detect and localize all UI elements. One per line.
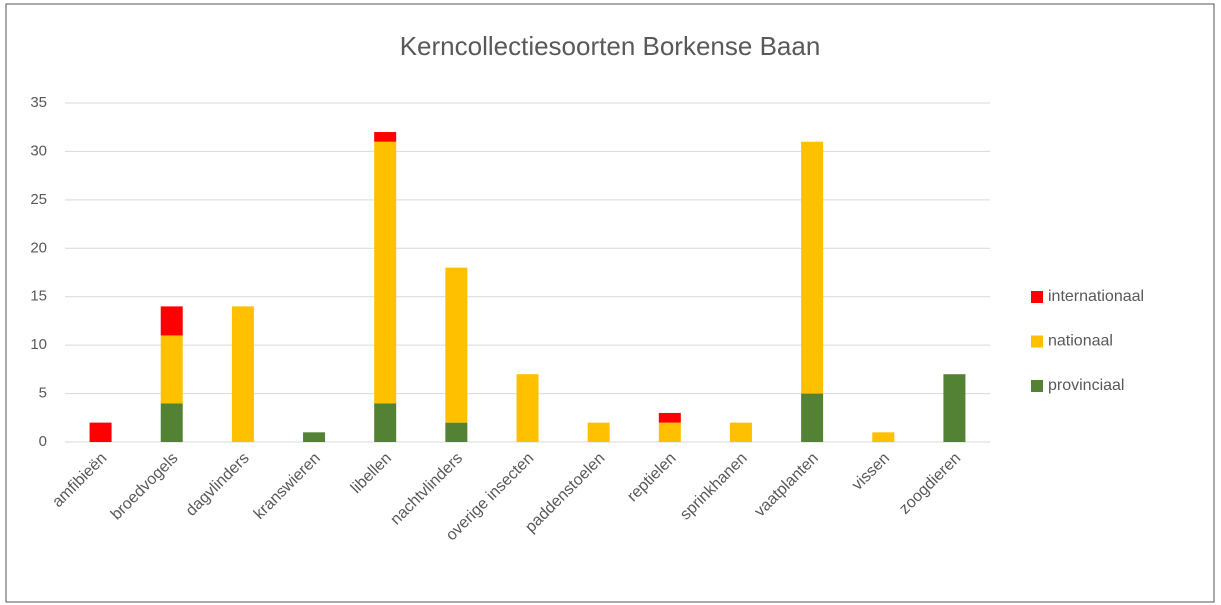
legend-label: internationaal — [1048, 288, 1144, 305]
bar-segment — [658, 422, 681, 442]
y-tick-label: 0 — [39, 433, 47, 450]
bar-segment — [658, 412, 681, 423]
bar-segment — [587, 422, 610, 442]
bar-segment — [801, 393, 824, 442]
bar-segment — [374, 132, 397, 142]
bar-segment — [303, 432, 326, 442]
bar-segment — [801, 141, 824, 394]
bar-segment — [160, 335, 183, 404]
bar-segment — [445, 422, 468, 442]
bar-segment — [445, 267, 468, 423]
y-tick-label: 5 — [39, 385, 47, 402]
y-tick-label: 35 — [30, 94, 47, 111]
chart-title: Kerncollectiesoorten Borkense Baan — [400, 31, 821, 61]
legend-swatch — [1031, 291, 1043, 303]
bar-segment — [374, 403, 397, 442]
bar-segment — [943, 374, 966, 442]
bar-segment — [231, 306, 254, 442]
chart-border — [5, 3, 1215, 603]
bar-segment — [89, 422, 112, 442]
bar-segment — [516, 374, 539, 442]
legend-label: nationaal — [1048, 333, 1113, 350]
bar-segment — [729, 422, 752, 442]
legend-label: provinciaal — [1048, 377, 1124, 394]
bar-segment — [160, 306, 183, 336]
legend-swatch — [1031, 380, 1043, 392]
y-tick-label: 30 — [30, 142, 47, 159]
bar-segment — [160, 403, 183, 442]
bar-segment — [374, 141, 397, 404]
legend-swatch — [1031, 335, 1043, 348]
y-tick-label: 20 — [30, 239, 47, 256]
y-tick-label: 25 — [30, 191, 47, 208]
bar-segment — [872, 432, 895, 442]
y-tick-label: 15 — [30, 288, 47, 305]
y-tick-label: 10 — [30, 336, 47, 353]
